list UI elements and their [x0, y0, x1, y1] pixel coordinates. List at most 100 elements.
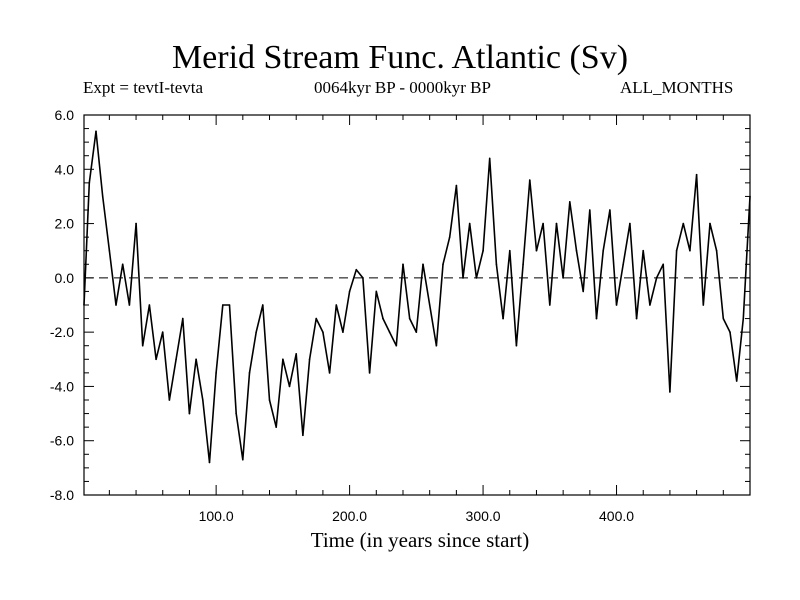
data-point — [729, 331, 731, 333]
y-tick-label: 6.0 — [55, 107, 75, 123]
data-point — [181, 317, 184, 320]
data-point — [161, 331, 164, 333]
data-point — [342, 331, 344, 333]
data-point — [602, 249, 604, 252]
data-point — [368, 372, 371, 374]
data-point — [522, 263, 524, 266]
data-point — [262, 304, 264, 306]
data-point — [468, 222, 471, 225]
data-point — [101, 195, 104, 198]
data-point — [702, 304, 705, 306]
data-point — [222, 304, 224, 306]
data-point — [548, 304, 551, 306]
data-point — [589, 209, 591, 211]
data-point — [488, 157, 491, 160]
data-point — [302, 434, 304, 437]
data-point — [268, 399, 271, 401]
data-point — [655, 277, 658, 279]
data-point — [388, 331, 391, 333]
data-point — [502, 317, 504, 320]
data-point — [242, 458, 244, 461]
data-point — [168, 399, 171, 401]
data-point — [542, 222, 544, 225]
data-point — [175, 358, 177, 361]
y-tick-label: 0.0 — [55, 270, 75, 286]
x-tick-label: 200.0 — [332, 508, 367, 524]
data-point — [495, 263, 498, 266]
data-point — [141, 344, 144, 347]
data-point — [348, 290, 351, 293]
data-point — [282, 358, 284, 361]
data-point — [355, 268, 358, 271]
data-point — [435, 344, 438, 347]
data-point — [422, 263, 424, 266]
data-point — [308, 358, 311, 361]
data-point — [315, 317, 318, 320]
x-axis-label: Time (in years since start) — [310, 528, 530, 552]
data-point — [328, 372, 331, 374]
data-point — [275, 426, 277, 428]
data-point — [402, 263, 404, 266]
data-point — [662, 263, 665, 266]
y-tick-label: 2.0 — [55, 216, 75, 232]
data-point — [682, 222, 685, 225]
data-point — [515, 344, 518, 347]
data-point — [562, 277, 564, 279]
data-point — [335, 304, 338, 306]
x-tick-label: 400.0 — [599, 508, 634, 524]
data-point — [235, 412, 237, 415]
data-point — [128, 304, 131, 306]
x-tick-label: 300.0 — [466, 508, 501, 524]
expt-label: Expt = tevtI-tevta — [83, 78, 204, 97]
chart-title: Merid Stream Func. Atlantic (Sv) — [171, 39, 629, 76]
data-point — [295, 353, 298, 355]
data-point — [395, 344, 398, 347]
data-point — [715, 249, 718, 252]
plot-frame — [83, 114, 751, 496]
data-point — [629, 222, 631, 225]
data-point — [582, 290, 584, 293]
data-point — [215, 372, 217, 374]
data-point — [669, 391, 671, 393]
y-tick-label: 4.0 — [55, 161, 75, 177]
data-point — [609, 209, 611, 211]
data-point — [508, 249, 511, 252]
data-point — [642, 249, 645, 252]
data-point — [595, 317, 598, 320]
x-tick-label: 100.0 — [199, 508, 234, 524]
data-point — [622, 263, 625, 266]
data-point — [442, 263, 444, 266]
data-point — [135, 222, 137, 225]
data-point — [428, 304, 431, 306]
data-point — [675, 249, 678, 252]
data-point — [635, 317, 638, 320]
data-point — [121, 263, 124, 266]
data-point — [415, 331, 418, 333]
data-point — [148, 304, 151, 306]
data-point — [482, 249, 484, 252]
data-point — [408, 317, 411, 320]
data-point — [201, 399, 204, 401]
data-point — [575, 249, 578, 252]
data-point — [555, 222, 558, 225]
data-point — [528, 179, 531, 181]
data-point — [288, 385, 291, 388]
data-point — [742, 317, 745, 320]
y-tick-label: -6.0 — [50, 433, 74, 449]
data-point — [362, 277, 364, 279]
data-point — [722, 317, 725, 320]
data-point — [155, 358, 157, 361]
y-tick-label: -4.0 — [50, 378, 74, 394]
data-point — [735, 380, 738, 382]
data-point — [95, 130, 97, 133]
data-point — [649, 304, 651, 306]
data-point — [569, 201, 571, 203]
data-point — [322, 331, 324, 333]
series-line-amoc — [83, 130, 751, 464]
data-point — [255, 331, 257, 333]
data-point — [188, 412, 191, 415]
data-point — [108, 249, 111, 252]
data-point — [535, 249, 538, 252]
period-label: 0064kyr BP - 0000kyr BP — [314, 78, 491, 97]
